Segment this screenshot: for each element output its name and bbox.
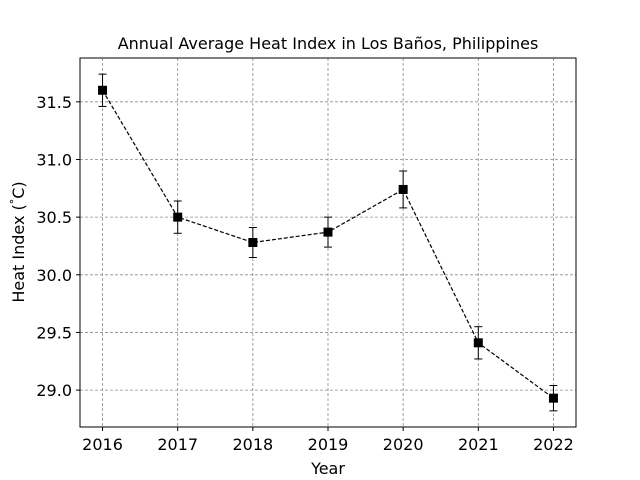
series-layer xyxy=(98,73,558,412)
y-axis-title-degree: ° xyxy=(8,199,21,205)
y-tick-label: 31.0 xyxy=(36,150,72,169)
data-point-marker xyxy=(398,184,408,194)
data-point-marker xyxy=(548,393,558,403)
x-tick-label: 2019 xyxy=(308,435,349,454)
x-tick-label: 2021 xyxy=(458,435,499,454)
data-point-marker xyxy=(473,338,483,348)
axis-ticks: 2016 2017 2018 2019 2020 2021 2022 29.0 29.5 30.0… xyxy=(36,93,573,454)
y-axis-title-unit: C) xyxy=(9,181,28,198)
y-tick-label: 29.0 xyxy=(36,381,72,400)
y-axis-title: Heat Index (°C) xyxy=(8,181,28,302)
data-point-marker xyxy=(173,212,183,222)
x-tick-label: 2020 xyxy=(383,435,424,454)
grid-lines xyxy=(80,58,576,427)
x-tick-label: 2017 xyxy=(157,435,198,454)
x-tick-label: 2022 xyxy=(533,435,574,454)
data-point-marker xyxy=(98,85,108,95)
data-point-marker xyxy=(248,238,258,247)
y-tick-label: 29.5 xyxy=(36,323,72,342)
x-tick-label: 2016 xyxy=(82,435,123,454)
y-axis-title-main: Heat Index ( xyxy=(9,204,28,302)
y-tick-label: 30.0 xyxy=(36,266,72,285)
y-tick-label: 31.5 xyxy=(36,93,72,112)
chart-title: Annual Average Heat Index in Los Baños, … xyxy=(118,34,539,53)
x-tick-label: 2018 xyxy=(232,435,273,454)
y-tick-label: 30.5 xyxy=(36,208,72,227)
x-axis-title: Year xyxy=(310,459,345,478)
data-point-marker xyxy=(323,227,333,237)
